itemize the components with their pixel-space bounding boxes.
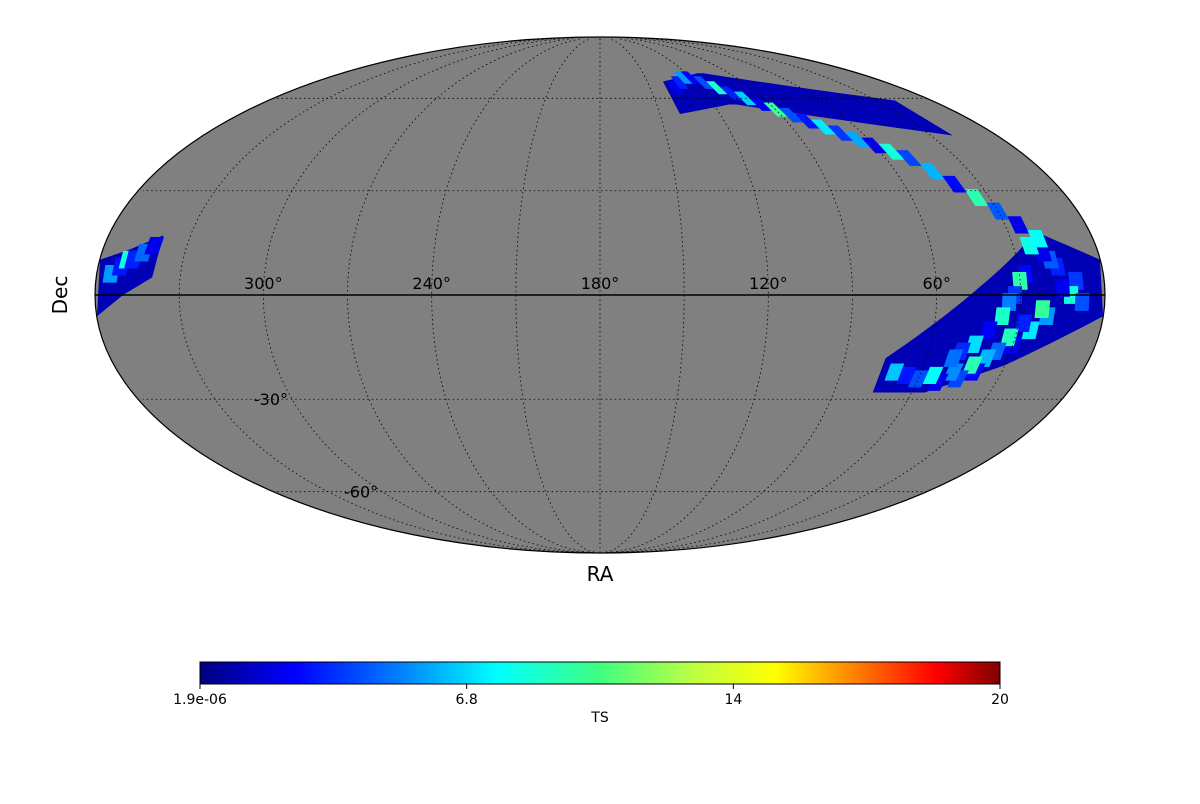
colorbar-tick: 20 [991, 692, 1009, 708]
colorbar-tick: 6.8 [456, 692, 478, 708]
colorbar [200, 662, 1000, 684]
y-axis-label: Dec [48, 276, 72, 315]
dec-tick: -30° [254, 390, 288, 409]
colorbar-label: TS [590, 710, 609, 726]
dec-tick: -60° [344, 483, 378, 502]
ra-tick: 180° [581, 274, 620, 293]
ra-tick: 300° [244, 274, 283, 293]
sky-map-figure: 300° 240° 180° 120° 60° -60° -30° RA Dec 1.9e… [0, 0, 1200, 800]
sky-map-svg: 300° 240° 180° 120° 60° -60° -30° RA Dec 1.9e… [0, 0, 1200, 800]
ra-tick: 120° [749, 274, 788, 293]
colorbar-tick: 14 [724, 692, 742, 708]
colorbar-tick: 1.9e-06 [173, 692, 227, 708]
ra-tick: 60° [922, 274, 950, 293]
ra-tick: 240° [412, 274, 451, 293]
colorbar-ticks: 1.9e-06 6.8 14 20 [173, 684, 1009, 708]
x-axis-label: RA [587, 562, 614, 586]
